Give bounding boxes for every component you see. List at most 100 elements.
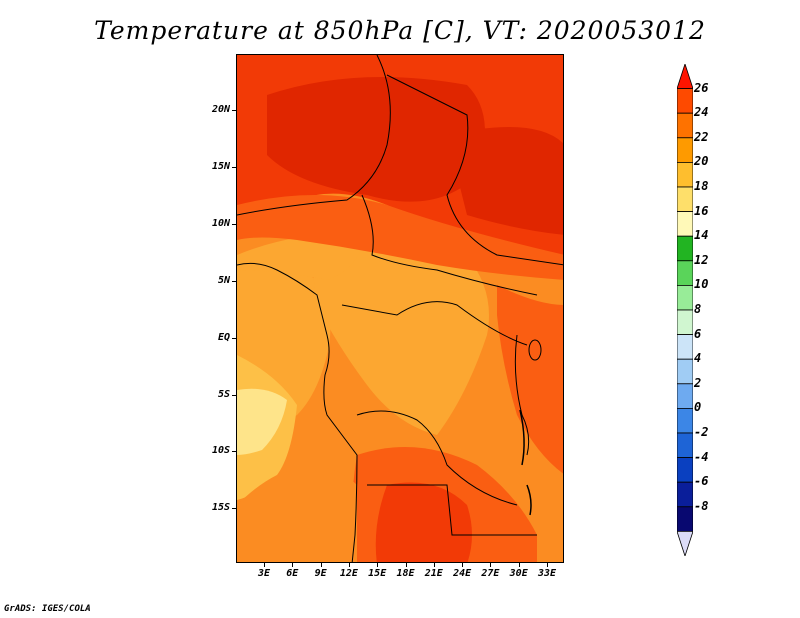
colorbar-segment (677, 481, 693, 508)
credit-footer: GrADS: IGES/COLA (4, 604, 91, 614)
x-tick-label: 33E (537, 568, 557, 579)
x-tick-mark (462, 563, 464, 567)
x-tick-label: 9E (314, 568, 327, 579)
colorbar-label: 12 (694, 252, 709, 267)
colorbar-segment (677, 137, 693, 163)
colorbar-segment (677, 383, 693, 409)
x-tick-label: 18E (396, 568, 415, 579)
colorbar-segment (677, 88, 693, 114)
temperature-field (237, 55, 563, 562)
colorbar-label: 26 (694, 80, 709, 95)
colorbar-label: 2 (694, 375, 702, 390)
colorbar-label: 8 (694, 302, 702, 316)
y-tick-mark (232, 338, 236, 339)
colorbar-segment (677, 186, 693, 213)
map-panel (236, 54, 564, 563)
coastline (237, 262, 358, 562)
y-tick-mark (232, 281, 236, 282)
colorbar-label: 10 (694, 277, 709, 292)
colorbar-segment (677, 358, 693, 385)
x-tick-label: 12E (339, 568, 358, 579)
colorbar-label: 0 (694, 400, 702, 415)
y-tick-mark (232, 110, 236, 111)
x-tick-label: 15E (368, 568, 387, 579)
y-tick-mark (232, 451, 236, 452)
field-max-sahel (267, 77, 485, 202)
colorbar (677, 64, 693, 556)
border-central-north (361, 194, 538, 296)
x-tick-mark (518, 563, 520, 567)
colorbar-segment (677, 432, 693, 459)
y-tick-mark (232, 508, 236, 509)
border-sahel-west (237, 55, 391, 216)
border-far-south (367, 484, 537, 536)
colorbar-segment (677, 211, 693, 237)
x-tick-label: 24E (453, 568, 472, 579)
colorbar-label: 18 (694, 179, 709, 193)
x-tick-label: 27E (481, 568, 500, 579)
field-very-hot-south (375, 482, 472, 562)
colorbar-segment (677, 162, 693, 188)
x-tick-mark (433, 563, 435, 567)
colorbar-label: -4 (694, 449, 709, 464)
colorbar-segment (677, 112, 693, 139)
colorbar-label: 20 (694, 154, 709, 169)
y-tick-label: 5N (217, 275, 230, 286)
colorbar-segment (677, 407, 693, 434)
x-tick-mark (292, 563, 294, 567)
field-max-east (447, 127, 563, 235)
colorbar-segment (677, 530, 693, 556)
field-warm-southwest (237, 466, 357, 562)
x-tick-mark (377, 563, 379, 567)
x-tick-label: 6E (286, 568, 299, 579)
border-south (356, 410, 518, 506)
x-tick-label: 3E (257, 568, 271, 579)
field-hot-transition (237, 195, 563, 280)
field-coolest-ocean (237, 388, 287, 455)
lake-malawi (526, 484, 532, 516)
x-tick-mark (490, 563, 492, 567)
colorbar-segment (677, 334, 693, 360)
colorbar-label: 16 (694, 203, 709, 218)
colorbar-label: 14 (694, 228, 709, 243)
colorbar-label: -6 (694, 474, 709, 489)
border-rift (514, 334, 530, 456)
y-tick-mark (232, 167, 236, 168)
colorbar-label: 24 (694, 105, 709, 120)
colorbar-segment (677, 235, 693, 262)
colorbar-label: 6 (694, 326, 702, 341)
y-tick-label: 15N (211, 161, 230, 172)
x-tick-mark (264, 563, 265, 567)
lake-tanganyika (519, 409, 525, 466)
lake-victoria (528, 339, 542, 361)
y-tick-label: 5S (217, 389, 230, 400)
colorbar-segment (677, 64, 693, 90)
border-sahel-east (386, 74, 563, 266)
y-tick-mark (232, 395, 236, 396)
field-mild-center (307, 218, 489, 435)
y-tick-mark (232, 224, 236, 225)
map-title: Temperature at 850hPa [C], VT: 202005301… (94, 16, 706, 45)
colorbar-label: 4 (694, 351, 702, 366)
y-tick-label: 15S (211, 502, 230, 513)
x-tick-mark (320, 563, 322, 567)
colorbar-segment (677, 284, 693, 311)
x-tick-label: 21E (424, 568, 443, 579)
y-tick-label: 10S (211, 445, 230, 456)
border-central (341, 301, 528, 346)
colorbar-segment (677, 309, 693, 336)
colorbar-label: -8 (694, 498, 709, 513)
colorbar-label: -2 (694, 425, 709, 439)
colorbar-label: 22 (694, 129, 709, 144)
x-tick-label: 30E (509, 568, 528, 579)
x-tick-mark (348, 563, 350, 567)
colorbar-segment (677, 506, 693, 532)
colorbar-segment (677, 260, 693, 286)
field-hot-east (497, 285, 563, 474)
y-tick-label: EQ (217, 332, 230, 343)
x-tick-mark (547, 563, 548, 567)
y-tick-label: 20N (211, 104, 230, 115)
colorbar-segment (677, 457, 693, 483)
y-tick-label: 10N (211, 218, 230, 229)
x-tick-mark (405, 563, 407, 567)
